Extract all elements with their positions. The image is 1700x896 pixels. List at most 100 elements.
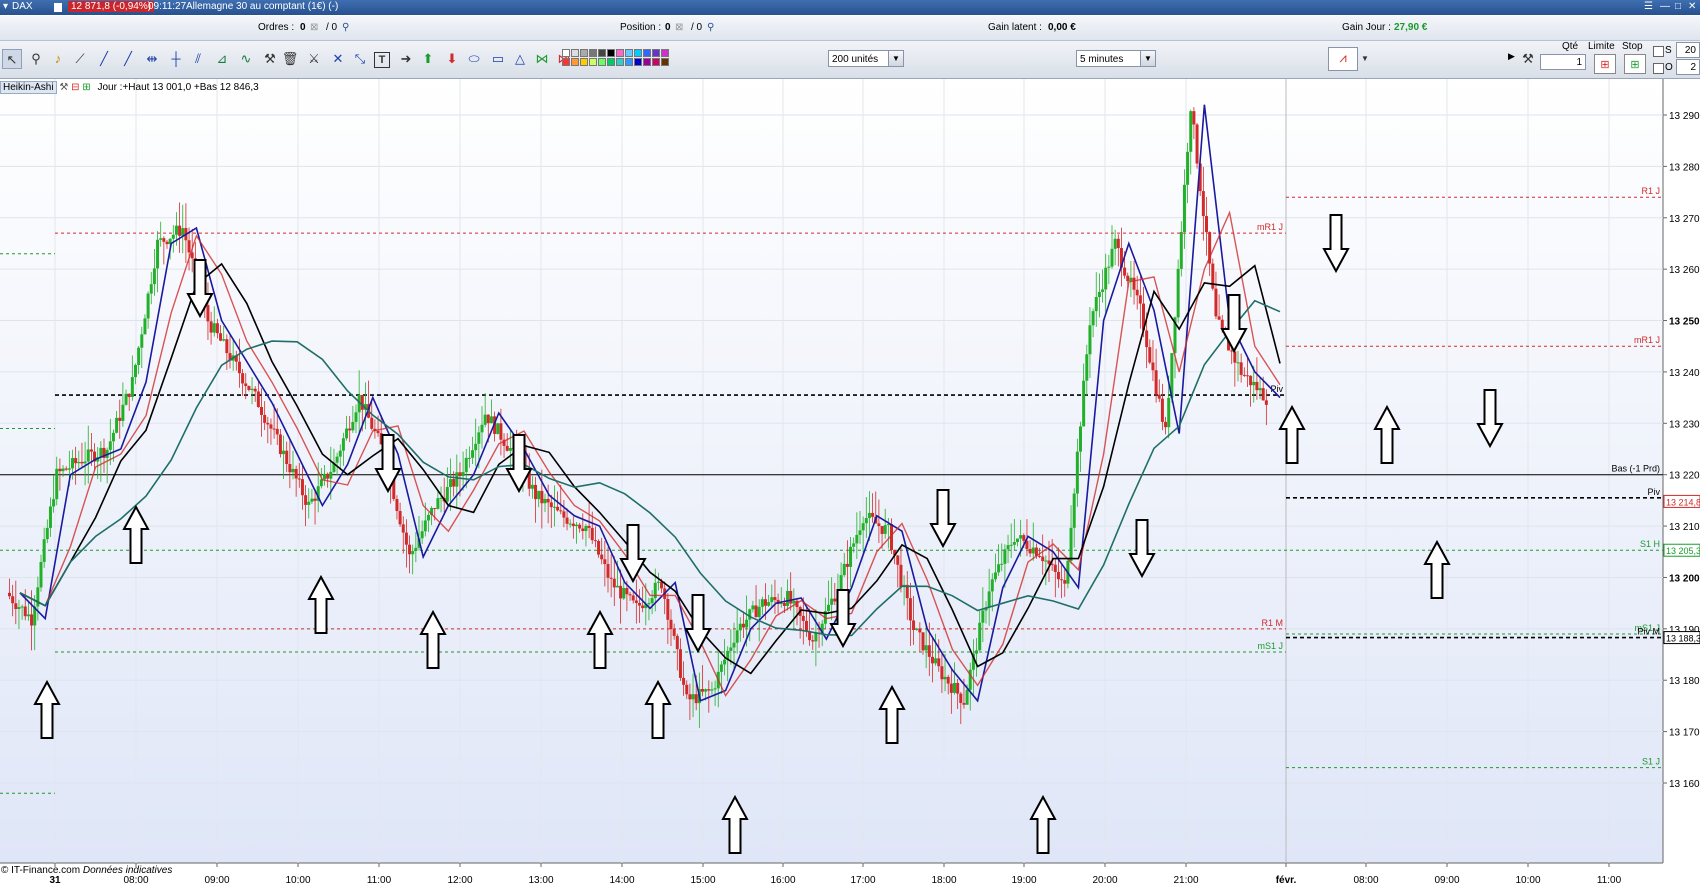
pattern-icon[interactable]: ⋈ xyxy=(535,51,549,66)
signal-arrow-up[interactable] xyxy=(1278,404,1306,464)
signal-arrow-down[interactable] xyxy=(1128,519,1156,579)
signal-arrow-down[interactable] xyxy=(1220,294,1248,354)
position-cancel-icon[interactable]: ⊠ xyxy=(675,22,684,33)
color-swatch[interactable] xyxy=(625,58,633,66)
color-swatch[interactable] xyxy=(625,49,633,57)
triangle-icon[interactable]: △ xyxy=(515,51,525,66)
signal-arrow-up[interactable] xyxy=(1373,404,1401,464)
color-swatch[interactable] xyxy=(652,49,660,57)
signal-arrow-up[interactable] xyxy=(878,684,906,744)
color-swatch[interactable] xyxy=(607,49,615,57)
arrow-right-icon[interactable]: ➜ xyxy=(400,51,412,66)
signal-arrow-down[interactable] xyxy=(186,259,214,319)
panel-arrow-icon[interactable]: ▶ xyxy=(1508,51,1515,61)
color-swatch[interactable] xyxy=(643,58,651,66)
price-axis[interactable] xyxy=(1663,79,1700,893)
color-swatch[interactable] xyxy=(598,49,606,57)
plot-area[interactable] xyxy=(0,79,1663,863)
indicator-name[interactable]: Heikin-Ashi xyxy=(0,81,57,94)
ruler-icon[interactable]: ⟋ xyxy=(75,51,85,66)
menu-chevron-icon[interactable]: ▾ xyxy=(3,1,9,12)
symbol-name[interactable]: DAX xyxy=(12,1,33,12)
chevron-down-icon[interactable]: ▼ xyxy=(1140,51,1155,66)
zoom-icon[interactable]: ⚲ xyxy=(31,51,41,66)
signal-arrow-down[interactable] xyxy=(929,489,957,549)
s-input[interactable]: 20 xyxy=(1676,42,1700,58)
chart-type-icon[interactable]: ⩘ xyxy=(1328,47,1358,71)
price-chart[interactable]: mR1 J R1 J mR1 J Piv Bas (-1 Prd) Piv S1 H R1 M… xyxy=(0,79,1700,893)
signal-arrow-up[interactable] xyxy=(1029,794,1057,854)
up-arrow-icon[interactable]: ⬆ xyxy=(422,51,434,66)
arrows-icon[interactable]: ⤡ xyxy=(354,51,366,66)
cross-icon[interactable]: ✕ xyxy=(332,51,344,66)
o-checkbox[interactable] xyxy=(1653,63,1664,74)
signal-arrow-up[interactable] xyxy=(586,609,614,669)
text-tool-icon[interactable]: T xyxy=(374,52,390,68)
chevron-down-icon[interactable]: ▼ xyxy=(1361,54,1369,63)
maximize-icon[interactable]: □ xyxy=(1675,1,1682,12)
color-swatch[interactable] xyxy=(616,58,624,66)
minimize-icon[interactable]: — xyxy=(1660,1,1670,12)
signal-arrow-up[interactable] xyxy=(122,504,150,564)
color-swatch[interactable] xyxy=(571,58,579,66)
o-input[interactable]: 2 xyxy=(1676,59,1700,75)
signal-arrow-down[interactable] xyxy=(684,594,712,654)
signal-arrow-up[interactable] xyxy=(644,679,672,739)
signal-arrow-down[interactable] xyxy=(374,434,402,494)
signal-arrow-up[interactable] xyxy=(33,679,61,739)
interval-select[interactable]: 5 minutes ▼ xyxy=(1076,50,1156,67)
signal-arrow-down[interactable] xyxy=(1476,389,1504,449)
time-axis[interactable] xyxy=(0,863,1663,893)
signal-arrow-up[interactable] xyxy=(721,794,749,854)
wave-icon[interactable]: ∿ xyxy=(240,51,252,66)
signal-arrow-down[interactable] xyxy=(505,434,533,494)
chevron-down-icon[interactable]: ▼ xyxy=(888,51,903,66)
color-swatch[interactable] xyxy=(607,58,615,66)
signal-arrow-down[interactable] xyxy=(619,524,647,584)
color-swatch[interactable] xyxy=(652,58,660,66)
signal-arrow-down[interactable] xyxy=(829,589,857,649)
trash-icon[interactable]: 🗑 xyxy=(281,51,299,66)
color-swatch[interactable] xyxy=(562,58,570,66)
limit-order-icon[interactable]: ⊞ xyxy=(1594,54,1616,74)
alert-bell-icon[interactable]: ♪ xyxy=(54,51,62,66)
s-checkbox[interactable] xyxy=(1653,46,1664,57)
color-swatch[interactable] xyxy=(562,49,570,57)
rectangle-icon[interactable]: ▭ xyxy=(491,51,505,66)
magnet-icon[interactable]: ⚒ xyxy=(264,51,276,66)
menu-icon[interactable]: ☰ xyxy=(1644,1,1653,12)
vertical-line-icon[interactable]: ┼ xyxy=(171,51,181,66)
horizontal-line-icon[interactable]: ⇹ xyxy=(146,51,158,66)
channel-icon[interactable]: ⫽ xyxy=(195,51,201,66)
orders-search-icon[interactable]: ⚲ xyxy=(342,22,350,33)
stop-order-icon[interactable]: ⊞ xyxy=(1624,54,1646,74)
signal-arrow-up[interactable] xyxy=(419,609,447,669)
qty-input[interactable]: 1 xyxy=(1540,54,1586,70)
color-swatch[interactable] xyxy=(634,49,642,57)
color-swatch[interactable] xyxy=(589,58,597,66)
trendline-icon[interactable]: ╱ xyxy=(100,51,108,66)
remove-indicator-icon[interactable]: ⊟ xyxy=(71,82,80,93)
color-swatch[interactable] xyxy=(571,49,579,57)
color-swatch[interactable] xyxy=(589,49,597,57)
wrench-icon[interactable]: ⚒ xyxy=(59,82,69,93)
fibonacci-icon[interactable]: ⊿ xyxy=(216,51,228,66)
orders-cancel-icon[interactable]: ⊠ xyxy=(310,22,319,33)
color-swatch[interactable] xyxy=(643,49,651,57)
color-swatch[interactable] xyxy=(580,58,588,66)
delete-drawings-icon[interactable]: ⚔ xyxy=(308,51,320,66)
pointer-icon[interactable]: ↖ xyxy=(2,49,22,69)
chart-canvas[interactable]: mR1 J R1 J mR1 J Piv Bas (-1 Prd) Piv S1 H R1 M… xyxy=(0,79,1700,893)
add-indicator-icon[interactable]: ⊞ xyxy=(82,82,91,93)
ray-icon[interactable]: ╱ xyxy=(124,51,132,66)
signal-arrow-up[interactable] xyxy=(307,574,335,634)
signal-arrow-down[interactable] xyxy=(1322,214,1350,274)
close-icon[interactable]: ✕ xyxy=(1688,1,1697,12)
color-swatch[interactable] xyxy=(580,49,588,57)
wrench-icon[interactable]: ⚒ xyxy=(1522,51,1534,66)
color-swatch[interactable] xyxy=(661,49,669,57)
down-arrow-icon[interactable]: ⬇ xyxy=(446,51,458,66)
signal-arrow-up[interactable] xyxy=(1423,539,1451,599)
color-swatch[interactable] xyxy=(616,49,624,57)
color-swatch[interactable] xyxy=(634,58,642,66)
